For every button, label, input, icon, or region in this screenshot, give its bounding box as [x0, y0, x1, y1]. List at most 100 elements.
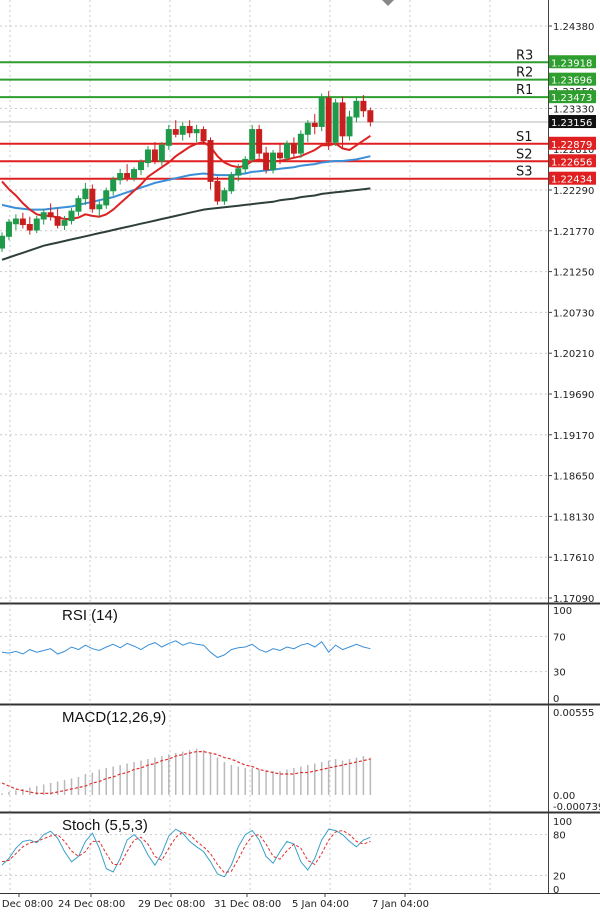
price-tick-label: 1.17090	[553, 594, 594, 605]
candle-body	[221, 190, 228, 202]
candle-body	[186, 125, 193, 134]
stoch-plot	[1, 828, 371, 878]
candle-body	[367, 110, 374, 123]
candle-body	[353, 100, 360, 118]
candle-body	[0, 235, 5, 249]
candle-body	[360, 100, 367, 112]
candle-body	[54, 216, 61, 226]
stoch-main-line	[1, 828, 371, 878]
rsi-title: RSI (14)	[62, 607, 118, 624]
macd-title: MACD(12,26,9)	[62, 709, 166, 726]
candle-body	[158, 144, 165, 162]
scroll-marker-icon[interactable]	[382, 0, 394, 6]
candle-body	[117, 173, 124, 181]
level-name-s3: S3	[516, 165, 533, 180]
macd-signal-line	[1, 750, 371, 795]
ma-slow-line	[1, 187, 371, 261]
price-tick-label: 1.18650	[553, 472, 594, 483]
candle-body	[151, 149, 158, 162]
level-price-tag	[549, 136, 596, 150]
current-price-label: 1.23156	[551, 118, 592, 129]
candle-body	[40, 212, 47, 220]
candle-body	[144, 149, 151, 164]
candle-body	[339, 102, 346, 137]
candle-body	[311, 122, 318, 127]
candle-body	[242, 158, 249, 170]
macd-panel[interactable]: 0.00555 0.00-0.000739 MACD(12,26,9)	[1, 705, 600, 813]
time-axis: 23 Dec 08:00 24 Dec 08:00 29 Dec 08:00 31 D…	[0, 893, 429, 910]
level-price-tag	[549, 171, 596, 185]
rsi-panel[interactable]: 100 70 30 0 RSI (14)	[0, 604, 572, 705]
candle-body	[124, 173, 131, 178]
candle-body	[61, 220, 68, 226]
candle-body	[33, 218, 40, 231]
candle-body	[5, 221, 12, 237]
level-name-s2: S2	[516, 147, 533, 162]
stoch-axis: 100 80 20 0	[553, 817, 572, 896]
time-tick-label: 5 Jan 04:00	[292, 899, 349, 910]
macd-tick-label: 0.00555	[553, 708, 594, 719]
price-tick-label: 1.19170	[553, 431, 594, 442]
moving-averages	[1, 134, 371, 261]
level-price-label: 1.23473	[551, 93, 592, 104]
price-tick-label: 1.22810	[553, 145, 594, 156]
candle-body	[290, 143, 297, 154]
candle-body	[75, 198, 82, 212]
candles	[0, 91, 374, 252]
level-name-r1: R1	[516, 83, 533, 98]
macd-tick-label: -0.000739	[553, 802, 600, 813]
macd-axis: 0.00555 0.00-0.000739	[553, 708, 600, 813]
candle-body	[263, 152, 270, 171]
candle-body	[193, 129, 200, 134]
rsi-axis: 100 70 30 0	[553, 606, 572, 705]
macd-plot	[1, 748, 372, 795]
level-price-tag	[549, 55, 596, 69]
price-tick-label: 1.22290	[553, 186, 594, 197]
candle-body	[96, 204, 103, 210]
candle-body	[26, 224, 33, 231]
level-name-r2: R2	[516, 66, 533, 81]
candle-body	[110, 179, 117, 192]
time-tick-label: 24 Dec 08:00	[58, 899, 125, 910]
candle-body	[179, 125, 186, 135]
time-tick-label: 31 Dec 08:00	[214, 899, 281, 910]
candle-body	[304, 122, 311, 135]
level-price-label: 1.22879	[551, 140, 592, 151]
ma-mid-line	[1, 155, 371, 211]
time-tick-label: 23 Dec 08:00	[0, 899, 53, 910]
candle-body	[283, 143, 290, 159]
price-grid	[0, 0, 548, 603]
stoch-panel[interactable]: 100 80 20 0 Stoch (5,5,3)	[0, 813, 572, 896]
rsi-tick-label: 100	[553, 606, 572, 617]
candle-body	[172, 129, 179, 135]
rsi-grid	[0, 604, 548, 704]
level-price-label: 1.22434	[551, 175, 592, 186]
stoch-signal-line	[1, 829, 371, 874]
price-tick-label: 1.21770	[553, 227, 594, 238]
candle-body	[89, 188, 96, 210]
ma-fast-line	[1, 134, 371, 220]
pivot-levels: R3 R2 R1 S1 S2 S3	[0, 48, 548, 180]
price-panel[interactable]: R3 R2 R1 S1 S2 S3 1.24380 1.23330 1.22290 1.2177…	[0, 0, 596, 605]
candle-body	[297, 133, 304, 154]
candle-body	[235, 168, 242, 176]
rsi-tick-label: 70	[553, 632, 566, 643]
candle-body	[256, 129, 263, 154]
candle-body	[270, 152, 277, 171]
candle-body	[214, 180, 221, 202]
candle-body	[200, 129, 207, 142]
rsi-tick-label: 30	[553, 668, 566, 679]
price-tick-label: 1.17610	[553, 553, 594, 564]
price-tick-label: 1.20210	[553, 349, 594, 360]
candle-body	[249, 129, 256, 160]
candle-body	[82, 188, 89, 200]
price-tick-label: 1.21250	[553, 268, 594, 279]
price-tick-label: 1.18130	[553, 512, 594, 523]
macd-tick-label: 0.00	[553, 791, 575, 802]
price-axis: 1.24380 1.23330 1.22290 1.21770 1.21250 1.207…	[548, 22, 596, 605]
level-price-label: 1.23918	[551, 58, 592, 69]
stoch-tick-label: 0	[553, 885, 559, 896]
candle-body	[228, 174, 235, 192]
level-price-tag	[549, 72, 596, 86]
